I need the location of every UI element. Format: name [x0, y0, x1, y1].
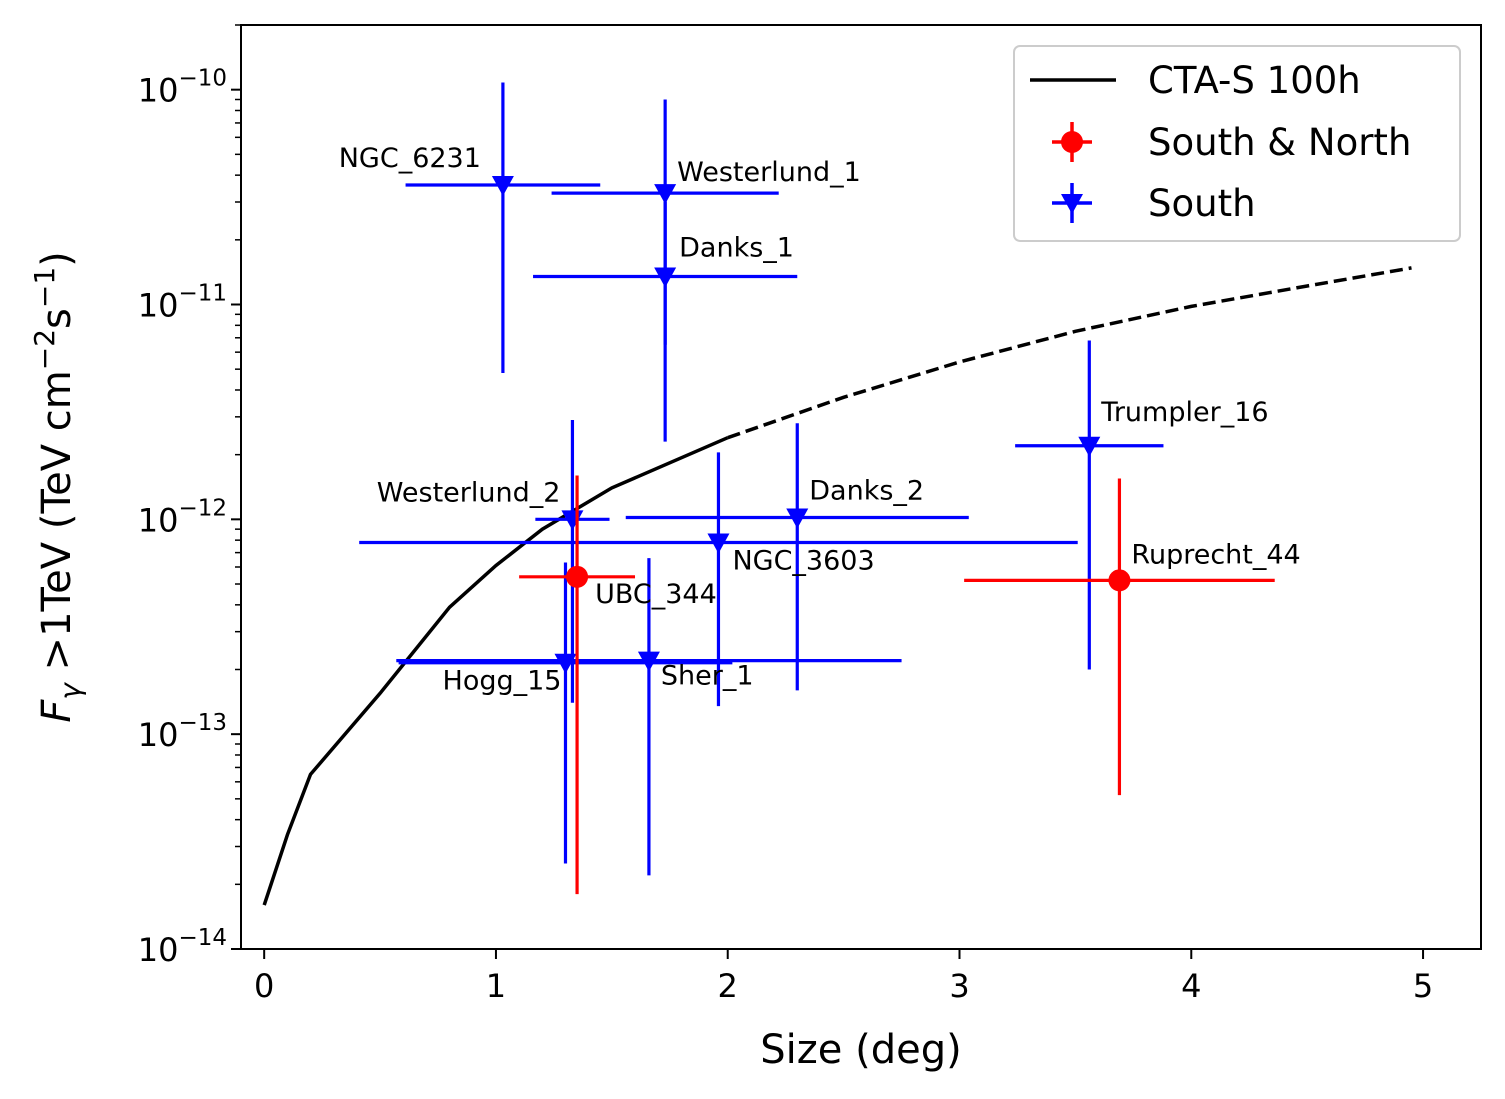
y-tick-base: 10 — [138, 931, 179, 969]
legend: CTA-S 100h South & North South — [1013, 45, 1461, 242]
point-label-sher-1: Sher_1 — [661, 661, 754, 692]
y-axis-title-exp2: −1 — [28, 267, 61, 308]
x-tick-label: 4 — [1181, 967, 1201, 1005]
marker-triangle — [491, 175, 514, 196]
x-tick-label: 0 — [254, 967, 274, 1005]
point-label-danks-1: Danks_1 — [679, 233, 794, 264]
y-axis-title-mid: s — [34, 308, 80, 329]
legend-label-cta: CTA-S 100h — [1148, 59, 1361, 102]
x-axis-title: Size (deg) — [760, 1027, 961, 1073]
point-label-ubc-344: UBC_344 — [595, 579, 717, 610]
y-tick-base: 10 — [138, 716, 179, 754]
plot-frame — [240, 24, 1482, 950]
data-point-danks-2 — [625, 423, 969, 691]
y-axis-title-var: F — [34, 699, 80, 723]
data-point-danks-1 — [533, 202, 798, 442]
y-axis-title-rest: >1TeV (TeV cm — [34, 370, 80, 683]
legend-marker-south — [1052, 183, 1092, 223]
point-label-ngc-3603: NGC_3603 — [732, 546, 874, 577]
point-label-ngc-6231: NGC_6231 — [339, 143, 481, 174]
sensitivity-curve-solid — [262, 436, 729, 906]
x-tick-label: 2 — [718, 967, 738, 1005]
x-tick-label: 1 — [486, 967, 506, 1005]
x-tick-label: 3 — [949, 967, 969, 1005]
point-label-trumpler-16: Trumpler_16 — [1100, 397, 1268, 428]
y-tick-base: 10 — [138, 72, 179, 110]
data-point-trumpler-16 — [1015, 340, 1164, 670]
marker-triangle — [654, 267, 677, 288]
data-point-ubc-344 — [519, 475, 636, 895]
y-tick-exponent: −10 — [178, 66, 227, 92]
sensitivity-curve-dashed — [727, 266, 1412, 440]
y-tick-label: 10−13 — [138, 710, 227, 754]
marker-triangle — [554, 653, 577, 674]
y-axis-title-end: ) — [34, 251, 80, 267]
marker-triangle — [786, 508, 809, 529]
point-label-hogg-15: Hogg_15 — [443, 666, 562, 697]
y-tick-base: 10 — [138, 501, 179, 539]
point-label-westerlund-2: Westerlund_2 — [377, 477, 561, 508]
data-point-hogg-15 — [398, 562, 733, 864]
plot-content — [262, 82, 1412, 906]
marker-triangle — [654, 184, 677, 205]
point-label-danks-2: Danks_2 — [809, 475, 924, 506]
marker-triangle — [637, 651, 660, 672]
legend-box — [1013, 45, 1461, 242]
y-tick-exponent: −14 — [178, 925, 227, 951]
y-axis-title-sub: γ — [54, 682, 87, 700]
legend-marker-south-north — [1052, 122, 1092, 162]
y-tick-label: 10−12 — [138, 495, 227, 539]
y-tick-exponent: −12 — [178, 495, 227, 521]
marker-triangle — [707, 533, 730, 554]
y-tick-label: 10−10 — [138, 66, 227, 110]
point-label-ruprecht-44: Ruprecht_44 — [1131, 539, 1300, 570]
y-axis-title-exp1: −2 — [28, 329, 61, 370]
point-label-westerlund-1: Westerlund_1 — [677, 157, 861, 188]
y-tick-label: 10−11 — [138, 281, 227, 325]
legend-label-south-north: South & North — [1148, 121, 1411, 164]
legend-label-south: South — [1148, 182, 1256, 225]
y-tick-base: 10 — [138, 287, 179, 325]
point-labels: NGC_6231 Westerlund_1 Danks_1 Trumpler_16 We… — [339, 143, 1301, 697]
marker-circle — [1108, 569, 1131, 592]
y-tick-exponent: −11 — [178, 281, 227, 307]
x-tick-label: 5 — [1413, 967, 1433, 1005]
data-point-ruprecht-44 — [964, 478, 1275, 796]
y-tick-label: 10−14 — [138, 925, 227, 969]
marker-triangle — [1078, 436, 1101, 457]
data-point-ngc-6231 — [405, 82, 601, 373]
data-point-sher-1 — [396, 558, 902, 876]
marker-circle — [566, 565, 589, 588]
y-tick-exponent: −13 — [178, 710, 227, 736]
y-axis-title: Fγ >1TeV (TeV cm−2s−1) — [28, 251, 87, 723]
